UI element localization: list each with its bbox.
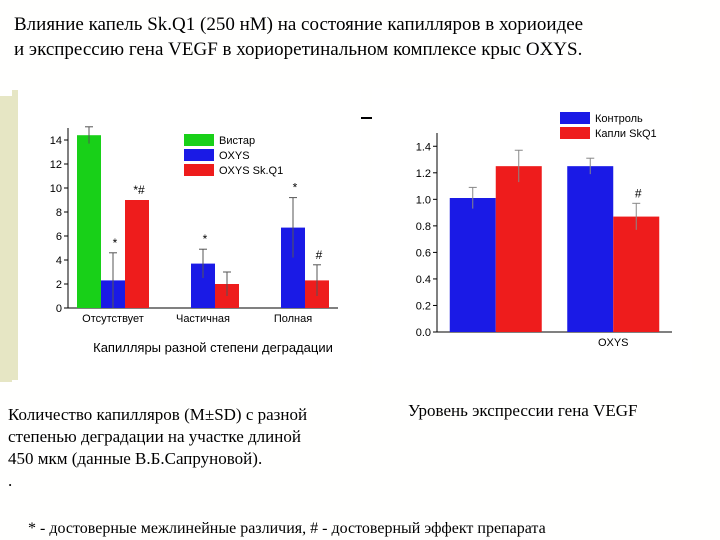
decorative-side-bar: [0, 96, 12, 382]
significance-marker: *: [203, 232, 208, 246]
significance-marker: #: [635, 186, 642, 200]
y-tick-label: 0.2: [416, 300, 431, 312]
capillary-chart-caption: Количество капилляров (M±SD) с разной ст…: [8, 404, 370, 492]
caption-line: .: [8, 471, 13, 490]
y-tick-label: 1.4: [416, 141, 431, 153]
x-axis-title: Капилляры разной степени деградации: [93, 340, 333, 355]
vegf-chart-panel: 0.0 0.2 0.4 0.6 0.8 1.0 1.2 1.4 # OXYS Контроль Кап…: [372, 88, 692, 378]
significance-marker: *#: [133, 183, 145, 197]
legend-swatch: [560, 127, 590, 139]
caption-line: степенью деградации на участке длиной: [8, 427, 301, 446]
caption-line: Количество капилляров (M±SD) с разной: [8, 405, 308, 424]
y-tick-label: 14: [50, 135, 62, 147]
bar-vegf-0-1: [567, 166, 614, 332]
capillary-chart-panel: 0 2 4 6 8 10 12 14 * *# Отсутствует * Частичная * # Пол…: [12, 90, 361, 380]
slide-title: Влияние капель Sk.Q1 (250 нМ) на состоян…: [14, 12, 714, 62]
significance-marker: *: [113, 236, 118, 250]
bar-vegf-0-0: [449, 198, 496, 332]
bar-vegf-1-1: [613, 216, 660, 332]
slide-title-line-1: Влияние капель Sk.Q1 (250 нМ) на состоян…: [14, 14, 584, 35]
decorative-line: [352, 117, 372, 119]
y-tick-label: 6: [56, 231, 62, 243]
x-category-label: Частичная: [176, 313, 230, 325]
vegf-bar-chart: 0.0 0.2 0.4 0.6 0.8 1.0 1.2 1.4 # OXYS Контроль Кап…: [416, 112, 672, 349]
x-category-label: OXYS: [598, 337, 629, 349]
legend-label: OXYS: [219, 150, 250, 162]
y-tick-label: 0.6: [416, 247, 431, 259]
bar-cap-2-0: [125, 200, 149, 308]
legend-swatch: [184, 164, 214, 176]
significance-marker: *: [293, 181, 298, 195]
legend-label: Капли SkQ1: [595, 128, 657, 140]
legend-label: OXYS Sk.Q1: [219, 165, 283, 177]
legend-label: Вистар: [219, 135, 255, 147]
legend-swatch: [184, 134, 214, 146]
y-tick-label: 8: [56, 207, 62, 219]
capillary-bar-chart: 02468101214**#Отсутствует*Частичная*#Пол…: [50, 126, 338, 355]
y-tick-label: 0.0: [416, 327, 431, 339]
legend-label: Контроль: [595, 113, 643, 125]
significance-footnote: * - достоверные межлинейные различия, # …: [28, 520, 546, 537]
caption-line: 450 мкм (данные В.Б.Сапруновой).: [8, 449, 263, 468]
slide-title-line-2: и экспрессию гена VEGF в хориоретинально…: [14, 39, 583, 60]
x-category-label: Отсутствует: [82, 313, 144, 325]
y-tick-label: 4: [56, 255, 62, 267]
y-tick-label: 1.0: [416, 194, 431, 206]
y-tick-label: 0.8: [416, 221, 431, 233]
y-tick-label: 12: [50, 159, 62, 171]
legend-swatch: [560, 112, 590, 124]
y-tick-label: 0: [56, 303, 62, 315]
y-tick-label: 1.2: [416, 168, 431, 180]
vegf-chart-caption: Уровень экспрессии гена VEGF: [408, 401, 638, 420]
x-category-label: Полная: [274, 313, 312, 325]
bar-vegf-1-0: [495, 166, 542, 332]
y-tick-label: 10: [50, 183, 62, 195]
legend-swatch: [184, 149, 214, 161]
bar-cap-0-0: [77, 135, 101, 308]
y-tick-label: 2: [56, 279, 62, 291]
y-tick-label: 0.4: [416, 274, 431, 286]
significance-marker: #: [316, 248, 323, 262]
